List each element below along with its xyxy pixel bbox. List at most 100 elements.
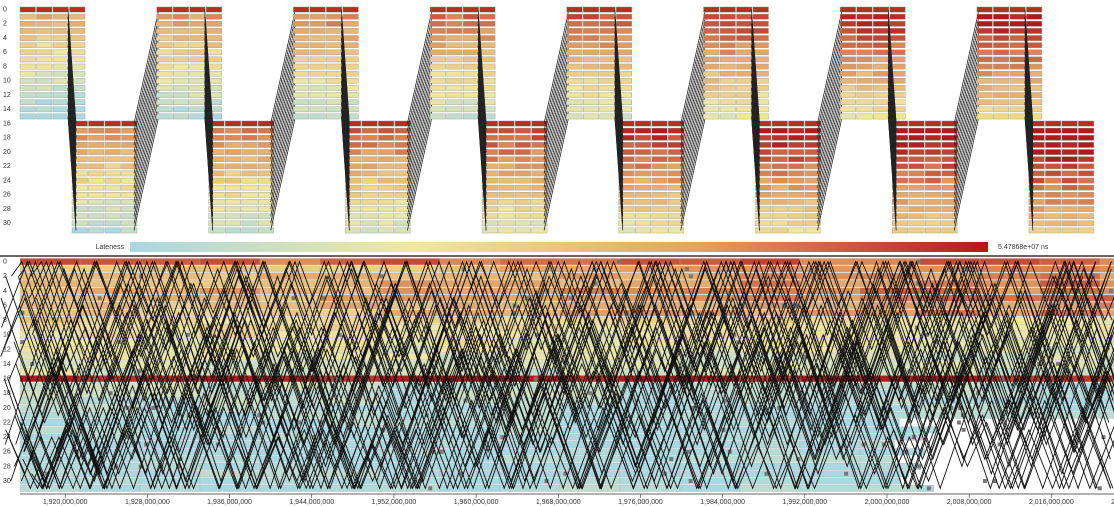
task-cell <box>1078 142 1095 148</box>
task-cell <box>873 106 889 113</box>
link <box>614 38 624 153</box>
task-cell <box>429 99 446 105</box>
task-cell <box>88 227 105 234</box>
message-path <box>1 260 1114 490</box>
task-cell <box>856 13 873 20</box>
task-cell <box>668 227 684 234</box>
task-cell <box>481 213 498 219</box>
task-cell <box>224 213 241 219</box>
link <box>407 59 433 174</box>
link <box>1024 38 1034 153</box>
task-cell <box>52 78 69 84</box>
task-cell <box>651 156 668 162</box>
task-cell <box>635 127 651 134</box>
link <box>133 45 159 160</box>
task-cell <box>309 42 326 48</box>
task-cell <box>566 78 583 84</box>
link <box>614 59 624 174</box>
event <box>208 325 213 330</box>
task-cell <box>326 78 343 84</box>
task-cell <box>788 135 805 141</box>
task-cell <box>71 177 88 184</box>
task-cell <box>1009 63 1026 70</box>
task-cell <box>771 120 788 127</box>
task-cell <box>566 28 583 34</box>
task-cell <box>599 49 616 56</box>
task-cell <box>736 56 753 63</box>
link <box>751 16 760 131</box>
task-cell <box>429 92 446 98</box>
task-cell <box>1009 42 1026 48</box>
task-cell <box>189 63 206 70</box>
task-cell <box>378 120 395 127</box>
link <box>270 23 296 138</box>
task-cell <box>241 192 258 198</box>
message-path <box>27 260 1084 490</box>
task-cell <box>189 21 206 27</box>
task-cell <box>1078 127 1095 134</box>
task-cell <box>755 177 772 184</box>
x-tick-label: 2,016,000,000 <box>1029 499 1074 506</box>
task-cell <box>172 113 189 120</box>
task-cell <box>104 227 121 234</box>
link <box>407 37 433 153</box>
link <box>204 116 213 231</box>
task-cell <box>446 13 463 20</box>
task-cell <box>788 149 805 155</box>
task-cell <box>1045 127 1062 134</box>
task-cell <box>293 70 310 77</box>
task-cell <box>429 113 446 120</box>
link <box>270 116 296 231</box>
task-cell <box>993 56 1010 63</box>
task-cell <box>1009 56 1026 63</box>
task-cell <box>736 99 753 105</box>
task-cell <box>908 156 925 162</box>
task-cell <box>908 120 925 127</box>
task-cell <box>446 106 463 113</box>
link <box>887 80 897 195</box>
task-cell <box>429 106 446 113</box>
task-cell <box>293 21 310 27</box>
task-cell <box>1045 206 1062 212</box>
task-cell <box>635 206 651 212</box>
task-cell <box>668 220 684 227</box>
task-cell <box>599 21 616 27</box>
task-cell <box>703 42 720 48</box>
y-tick-label: 22 <box>3 163 11 170</box>
task-cell <box>345 192 362 198</box>
task-cell <box>771 135 788 141</box>
y-tick-label: 24 <box>3 434 11 441</box>
task-cell <box>462 42 479 48</box>
task-cell <box>342 42 359 48</box>
task-cell <box>993 92 1010 98</box>
task-cell <box>856 42 873 48</box>
task-cell <box>172 21 189 27</box>
link <box>270 52 296 167</box>
task-cell <box>840 13 856 20</box>
task-cell <box>241 149 258 155</box>
y-tick-label: 22 <box>3 419 11 426</box>
task-cell <box>429 78 446 84</box>
link <box>341 38 350 153</box>
task-cell <box>925 206 941 212</box>
task-cell <box>156 70 173 77</box>
task-cell <box>719 113 736 120</box>
task-cell <box>156 21 173 27</box>
event <box>764 471 769 476</box>
task-cell <box>378 220 395 227</box>
task-cell <box>616 6 632 13</box>
link <box>67 52 77 167</box>
row-segment <box>79 258 141 266</box>
task-cell <box>446 56 463 63</box>
event <box>257 413 262 418</box>
task-cell <box>481 177 498 184</box>
task-cell <box>172 99 189 105</box>
task-cell <box>651 127 668 134</box>
y-tick-label: 24 <box>3 177 11 184</box>
link <box>67 16 77 131</box>
link <box>680 87 706 203</box>
task-cell <box>583 70 599 77</box>
task-cell <box>635 163 651 170</box>
task-cell <box>1078 149 1095 155</box>
task-cell <box>583 63 599 70</box>
